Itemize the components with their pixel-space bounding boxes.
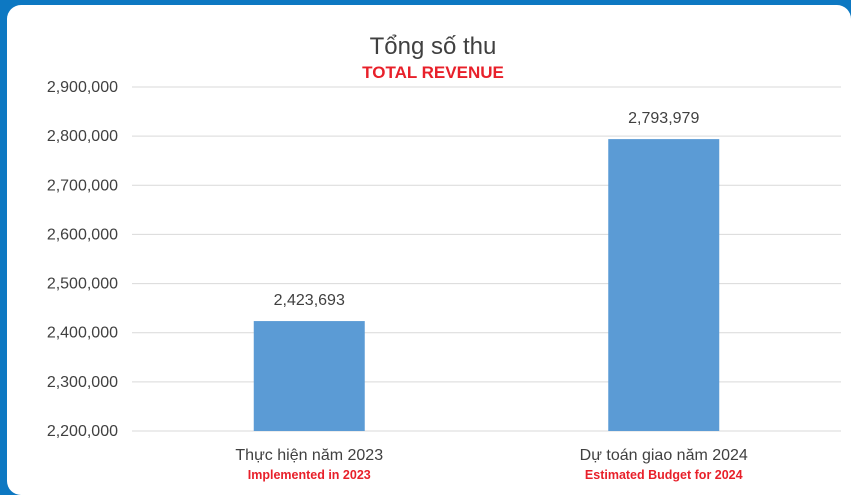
y-tick-label: 2,600,000 — [47, 226, 118, 243]
x-axis-categories: Thực hiện năm 2023 Implemented in 2023 Dự … — [235, 447, 748, 482]
y-tick-label: 2,200,000 — [47, 423, 118, 440]
gridlines — [132, 86, 841, 432]
bars — [253, 139, 720, 431]
y-tick-label: 2,700,000 — [47, 177, 118, 194]
y-tick-label: 2,900,000 — [47, 79, 118, 96]
chart-frame: Tổng số thu TOTAL REVENUE 2,200,000 2,300… — [7, 5, 851, 495]
y-tick-label: 2,400,000 — [47, 325, 118, 342]
bar — [608, 139, 720, 431]
category-label: Dự toán giao năm 2024 — [580, 447, 748, 464]
data-label: 2,423,693 — [274, 292, 345, 309]
data-labels: 2,423,693 2,793,979 — [274, 110, 700, 309]
y-tick-label: 2,300,000 — [47, 374, 118, 391]
data-label: 2,793,979 — [628, 110, 699, 127]
bar — [253, 321, 365, 431]
revenue-chart: Tổng số thu TOTAL REVENUE 2,200,000 2,300… — [47, 33, 841, 482]
chart-subtitle: TOTAL REVENUE — [362, 63, 504, 82]
y-axis-ticks: 2,200,000 2,300,000 2,400,000 2,500,000 2,60… — [47, 79, 118, 440]
y-tick-label: 2,800,000 — [47, 128, 118, 145]
category-label-en: Implemented in 2023 — [248, 468, 371, 482]
chart-title: Tổng số thu — [370, 33, 497, 60]
category-label-en: Estimated Budget for 2024 — [585, 468, 743, 482]
category-label: Thực hiện năm 2023 — [235, 447, 383, 464]
y-tick-label: 2,500,000 — [47, 276, 118, 293]
